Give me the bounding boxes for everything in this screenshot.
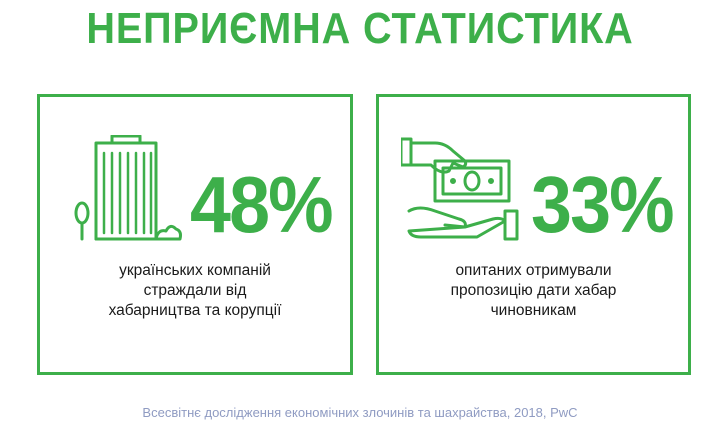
source-footnote: Всесвітнє дослідження економічних злочин… [142,405,578,420]
description-line: українських компаній [119,262,271,279]
stat-value: 48% [190,160,334,249]
page-title: НЕПРИЄМНА СТАТИСТИКА [86,4,634,53]
bribe-money-hands-icon [399,135,527,241]
stat-card-officials: 33% опитаних отримували пропозицію дати … [376,94,691,375]
description-line: страждали від [143,282,247,299]
stat-description: опитаних отримували пропозицію дати хаба… [379,261,688,321]
description-line: опитаних отримували [455,262,612,279]
description-line: чиновникам [490,302,577,319]
stat-card-companies: 48% українських компаній страждали від х… [37,94,353,375]
office-building-icon [72,134,184,241]
description-line: пропозицію дати хабар [450,282,617,299]
stat-value: 33% [531,160,675,249]
stat-description: українських компаній страждали від хабар… [40,261,350,321]
description-line: хабарництва та корупції [108,302,282,319]
